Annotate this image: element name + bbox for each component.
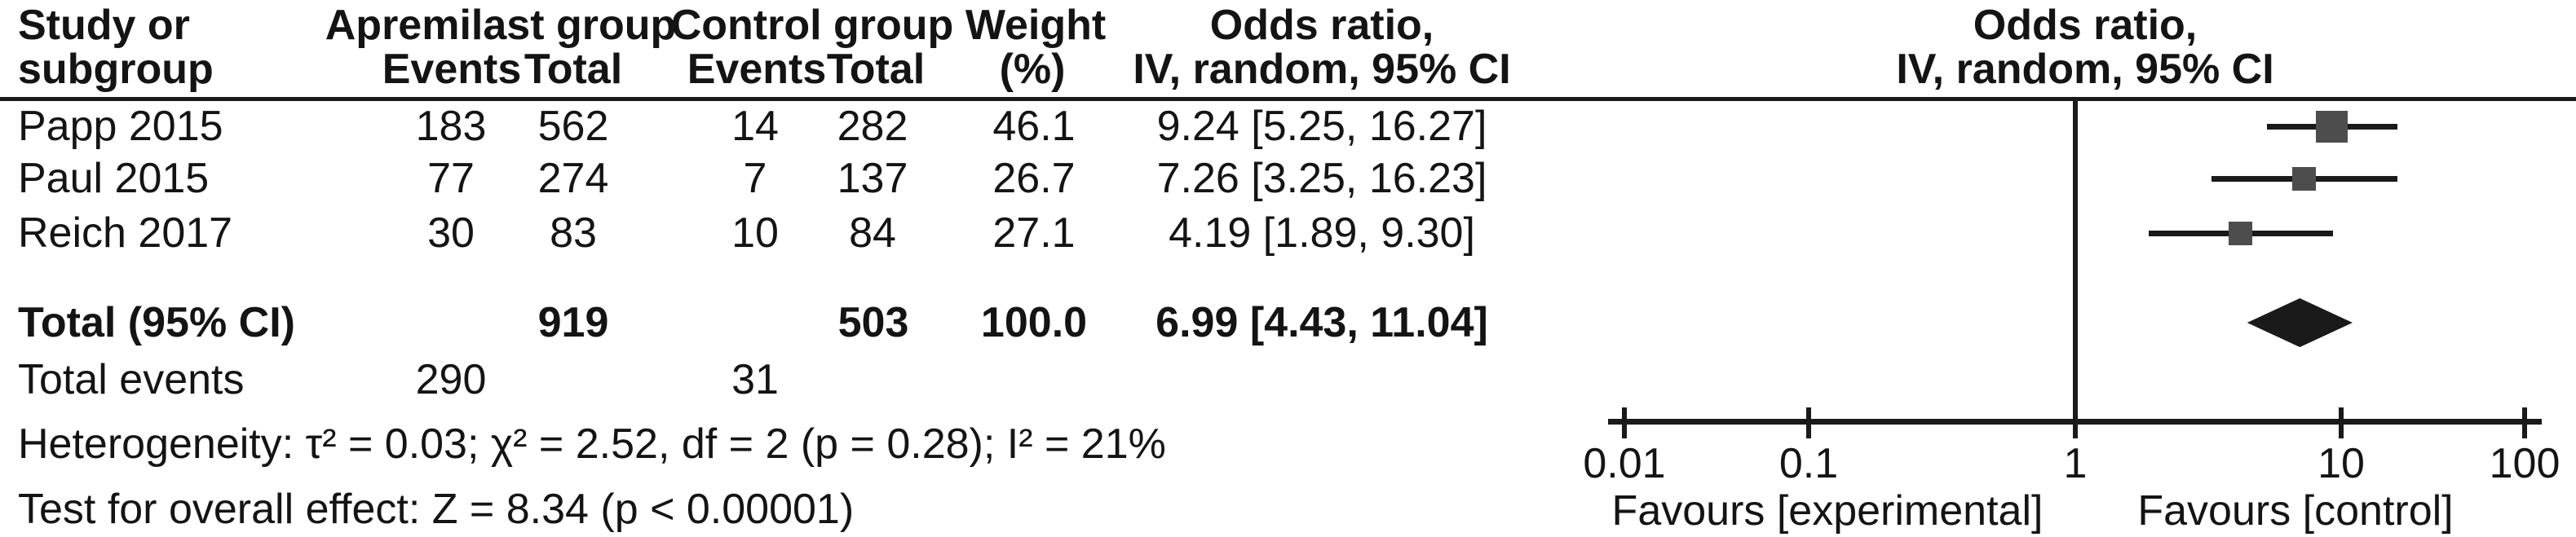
- header-study-line1: Study or: [18, 2, 190, 49]
- total-events-label: Total events: [18, 356, 245, 403]
- study-total-control: 137: [837, 155, 908, 202]
- heterogeneity-text: Heterogeneity: τ² = 0.03; χ² = 2.52, df …: [18, 420, 1166, 468]
- favours-control-label: Favours [control]: [2137, 487, 2454, 535]
- header-separator-line: [0, 97, 2576, 101]
- x-axis-tick: [1806, 407, 1811, 438]
- weight-square-icon: [2292, 166, 2317, 191]
- study-or-ci: 9.24 [5.25, 16.27]: [1156, 103, 1487, 150]
- study-events-control: 10: [731, 209, 779, 257]
- x-axis-tick: [1622, 407, 1627, 438]
- study-total-experimental: 83: [550, 209, 597, 257]
- study-events-control: 7: [743, 155, 767, 202]
- header-weight-line1: Weight: [965, 2, 1107, 49]
- header-or-column-line1: Odds ratio,: [1209, 2, 1434, 49]
- study-total-control: 282: [837, 103, 908, 150]
- weight-square-icon: [2229, 221, 2253, 245]
- study-name: Reich 2017: [18, 209, 233, 257]
- header-or-column-line2: IV, random, 95% CI: [1133, 46, 1511, 93]
- study-or-ci: 4.19 [1.89, 9.30]: [1169, 209, 1475, 257]
- study-total-experimental: 274: [537, 155, 609, 202]
- total-experimental-n: 919: [537, 299, 609, 346]
- header-control-events: Events: [687, 46, 827, 93]
- total-weight: 100.0: [980, 299, 1088, 346]
- summary-diamond-icon: [2247, 298, 2353, 347]
- study-weight: 46.1: [992, 103, 1076, 150]
- total-or-ci: 6.99 [4.43, 11.04]: [1155, 299, 1488, 346]
- study-name: Paul 2015: [18, 155, 210, 202]
- x-axis-tick-label: 0.1: [1778, 440, 1839, 487]
- study-name: Papp 2015: [18, 103, 223, 150]
- total-events-control: 31: [731, 356, 779, 403]
- weight-square-icon: [2316, 110, 2348, 143]
- study-events-experimental: 77: [427, 155, 475, 202]
- study-total-experimental: 562: [537, 103, 609, 150]
- total-events-experimental: 290: [415, 356, 487, 403]
- header-experimental-total: Total: [524, 46, 623, 93]
- header-control-total: Total: [826, 46, 926, 93]
- study-or-ci: 7.26 [3.25, 16.23]: [1156, 155, 1487, 202]
- header-control-group: Control group: [670, 2, 954, 49]
- study-weight: 26.7: [992, 155, 1076, 202]
- study-events-control: 14: [731, 103, 779, 150]
- total-row-label: Total (95% CI): [18, 299, 295, 346]
- x-axis-tick-label: 1: [2063, 440, 2088, 487]
- overall-effect-text: Test for overall effect: Z = 8.34 (p < 0…: [18, 486, 855, 533]
- header-experimental-events: Events: [382, 46, 522, 93]
- study-events-experimental: 183: [415, 103, 487, 150]
- header-plot-column-line1: Odds ratio,: [1973, 2, 2198, 49]
- study-weight: 27.1: [992, 209, 1076, 257]
- x-axis-tick-label: 100: [2489, 440, 2561, 487]
- x-axis-tick-label: 10: [2318, 440, 2365, 487]
- study-total-control: 84: [849, 209, 896, 257]
- header-plot-column-line2: IV, random, 95% CI: [1896, 46, 2274, 93]
- total-control-n: 503: [837, 299, 909, 346]
- study-events-experimental: 30: [427, 209, 475, 257]
- x-axis-tick: [2522, 407, 2527, 438]
- favours-experimental-label: Favours [experimental]: [1611, 487, 2044, 535]
- header-study-line2: subgroup: [18, 46, 214, 93]
- x-axis-tick-label: 0.01: [1583, 440, 1666, 487]
- header-experimental-group: Apremilast group: [325, 2, 677, 49]
- no-effect-line: [2073, 99, 2078, 435]
- x-axis-tick: [2339, 407, 2344, 438]
- x-axis-tick: [2073, 407, 2078, 438]
- header-weight-line2: (%): [999, 46, 1066, 93]
